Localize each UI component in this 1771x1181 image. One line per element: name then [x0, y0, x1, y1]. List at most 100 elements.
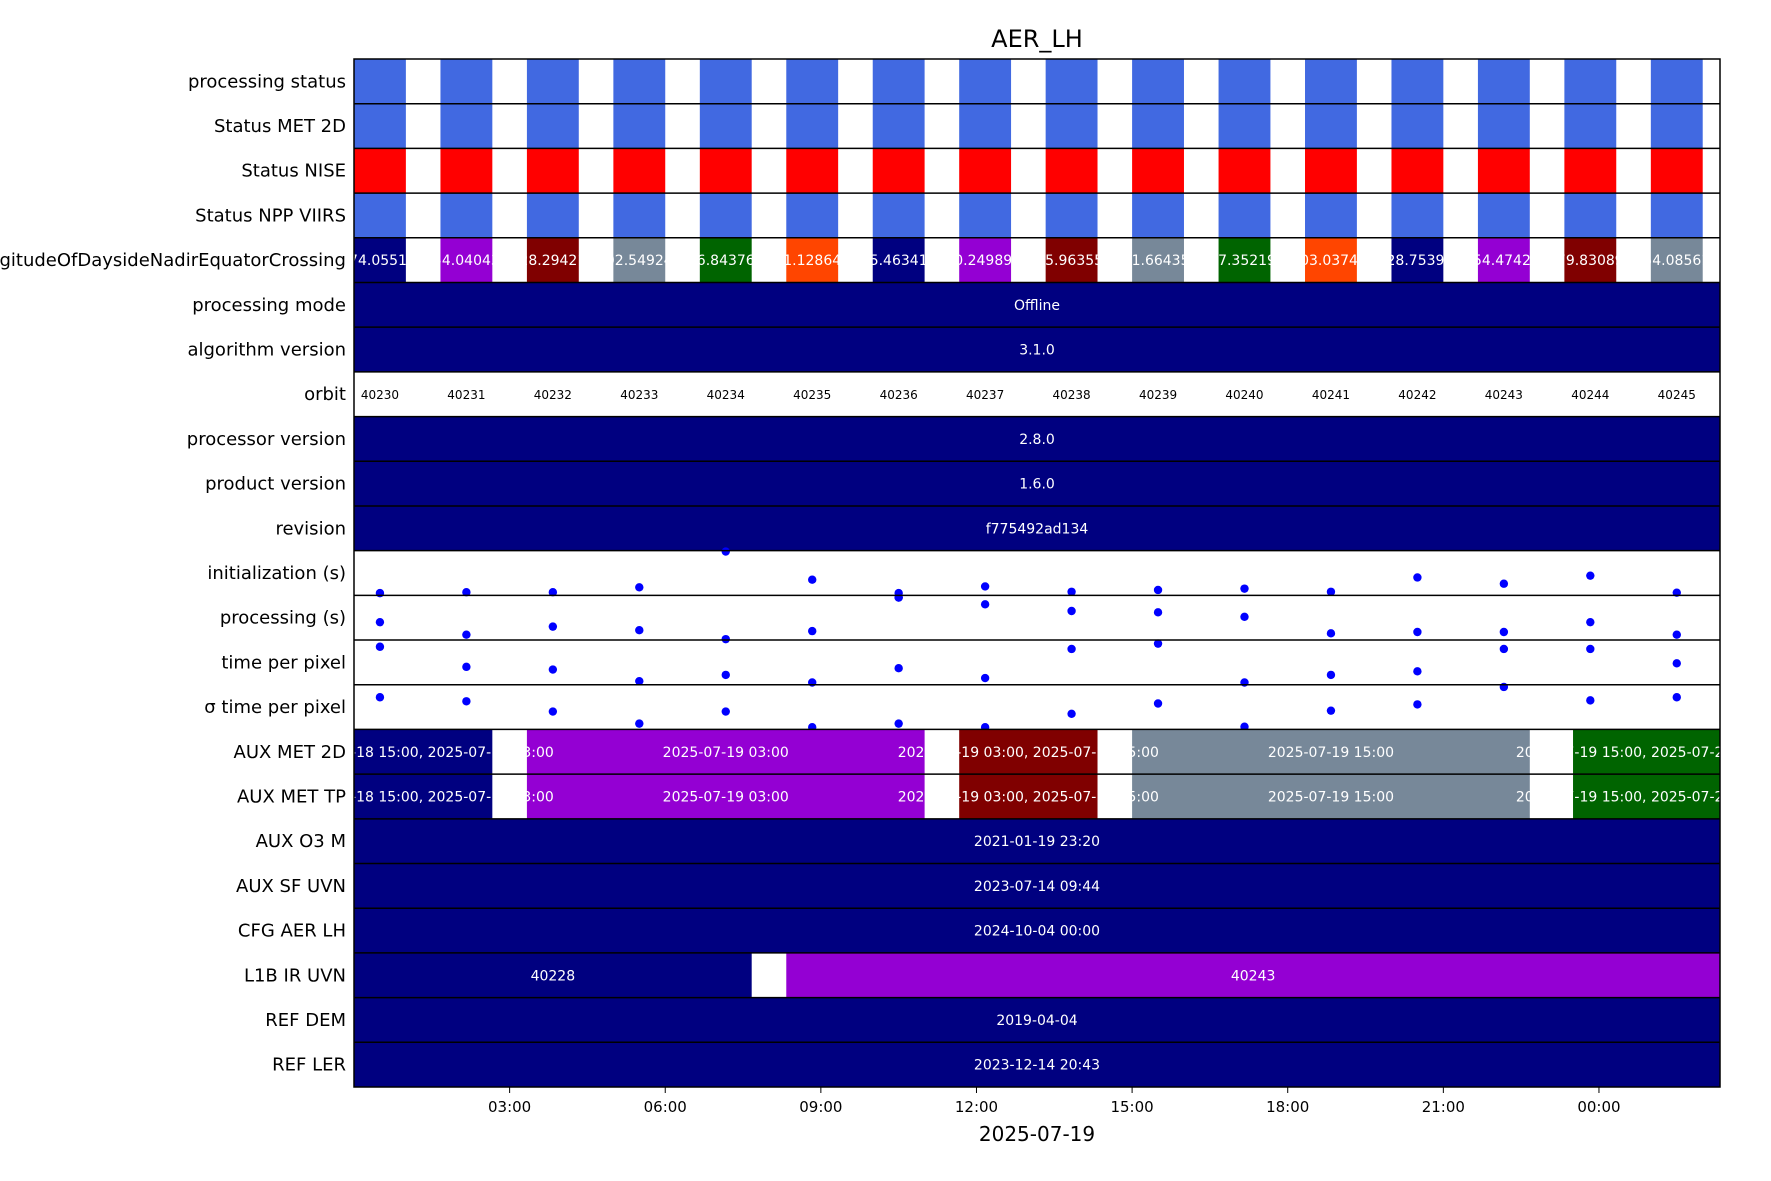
orbit-cell [440, 103, 493, 149]
orbit-cell [354, 59, 406, 104]
row-20: 40228 40243 [354, 952, 1720, 998]
bar-segment-label: 1.6.0 [1019, 477, 1055, 493]
orbit-cell [1391, 193, 1444, 238]
chart-title: AER_LH [991, 25, 1083, 53]
row-label: AUX MET TP [237, 786, 346, 807]
orbit-cell [959, 59, 1012, 104]
data-point [1413, 667, 1422, 676]
row-label: orbit [304, 384, 346, 405]
orbit-cell [1564, 193, 1617, 238]
row-5: Offline [354, 282, 1720, 328]
orbit-cell-label: 128.294211 [511, 253, 596, 269]
orbit-cell [1650, 148, 1703, 194]
row-21: 2019-04-04 [354, 997, 1720, 1043]
data-point [1413, 700, 1422, 709]
row-2 [354, 148, 1703, 194]
plot-frame [353, 58, 1721, 1088]
data-point [1499, 627, 1509, 637]
orbit-cell [354, 193, 406, 238]
orbit-cell [1305, 103, 1357, 149]
orbit-cell-label: 102.549245 [597, 253, 682, 269]
data-point [1067, 644, 1076, 654]
orbit-cell-label: -51.664354 [1118, 253, 1199, 269]
data-point [1499, 579, 1509, 588]
orbit-cell [872, 103, 925, 149]
orbit-cell [1045, 103, 1098, 149]
bar-segment [1132, 729, 1530, 775]
bar-segment [354, 818, 1720, 864]
bar-segment [959, 774, 1098, 819]
orbit-cell [1045, 59, 1098, 104]
bar-segment-label: 2025-07-19 03:00 [663, 745, 789, 761]
orbit-cell [1132, 103, 1184, 149]
orbit-cell-label: 76.843762 [688, 253, 764, 269]
data-point [1153, 639, 1163, 648]
bar-segment [354, 327, 1720, 372]
orbit-cell [526, 103, 579, 149]
orbit-cell [959, 103, 1012, 149]
bar-segment-label: 2025-07-18 15:00, 2025-07-19 03:00 [293, 789, 554, 805]
orbit-cell [1218, 103, 1271, 149]
data-point [548, 622, 558, 631]
data-point [721, 670, 730, 680]
data-point [721, 634, 730, 644]
row-14 [375, 682, 1681, 732]
row-4: -174.055117 154.040434 128.294211 102.54924… [354, 237, 1719, 283]
orbit-cell-label: -128.753973 [1373, 253, 1463, 269]
x-tick-label: 09:00 [799, 1098, 842, 1116]
data-point [548, 665, 558, 674]
row-label: Status MET 2D [214, 116, 346, 137]
orbit-cell [1650, 103, 1703, 149]
orbit-cell [786, 193, 839, 238]
row-label: REF DEM [265, 1010, 346, 1031]
row-label: AUX O3 M [256, 831, 346, 852]
orbit-cell [1132, 59, 1184, 104]
bar-segment-label: 2025-07-19 15:00 [1268, 745, 1394, 761]
orbit-cell [1045, 148, 1098, 194]
orbit-cell-label: 179.830895 [1548, 253, 1633, 269]
data-point [635, 626, 644, 635]
bar-segment-label: 40228 [531, 968, 576, 984]
data-point [980, 600, 990, 609]
row-15: 2025-07-18 15:00, 2025-07-19 03:00 2025-0… [354, 729, 1720, 775]
row-22: 2023-12-14 20:43 [354, 1042, 1720, 1087]
orbit-cell [699, 237, 752, 283]
orbit-number: 40235 [793, 388, 831, 402]
orbit-cell [1132, 148, 1184, 194]
bar-segment-label: 2025-07-19 03:00, 2025-07-19 15:00 [898, 789, 1159, 805]
orbit-cell [526, 59, 579, 104]
row-1 [354, 103, 1703, 149]
bar-segment-label: 2025-07-19 15:00, 2025-07-20 03:00 [1516, 789, 1771, 805]
data-point [375, 642, 385, 651]
orbit-cell [613, 237, 666, 283]
bar-segment-label: 2025-07-19 03:00, 2025-07-19 15:00 [898, 745, 1159, 761]
data-point [1153, 699, 1163, 708]
bar-segment [526, 774, 925, 819]
bar-segment-label: 2025-07-19 03:00 [663, 789, 789, 805]
orbit-cell [786, 103, 839, 149]
orbit-cell [699, 193, 752, 238]
data-point [1499, 644, 1509, 654]
orbit-cell [872, 237, 925, 283]
orbit-number: 40245 [1658, 388, 1696, 402]
data-point [1586, 571, 1595, 580]
orbit-cell [1650, 59, 1703, 104]
orbit-cell [1564, 103, 1617, 149]
bar-segment-label: 2023-12-14 20:43 [974, 1058, 1100, 1074]
orbit-cell [440, 237, 493, 283]
data-point [375, 693, 385, 702]
data-point [808, 575, 817, 584]
data-point [1067, 606, 1076, 616]
row-label: product version [205, 474, 346, 495]
orbit-cell [526, 148, 579, 194]
orbit-cell [1564, 148, 1617, 194]
data-point [462, 697, 471, 706]
orbit-cell [1477, 148, 1530, 194]
bar-segment [1573, 729, 1720, 775]
orbit-cell-label: -25.963558 [1031, 253, 1112, 269]
data-point [1153, 585, 1163, 595]
orbit-cell-label: -103.037487 [1286, 253, 1376, 269]
row-label: L1B IR UVN [244, 965, 346, 986]
bar-segment [354, 774, 493, 819]
